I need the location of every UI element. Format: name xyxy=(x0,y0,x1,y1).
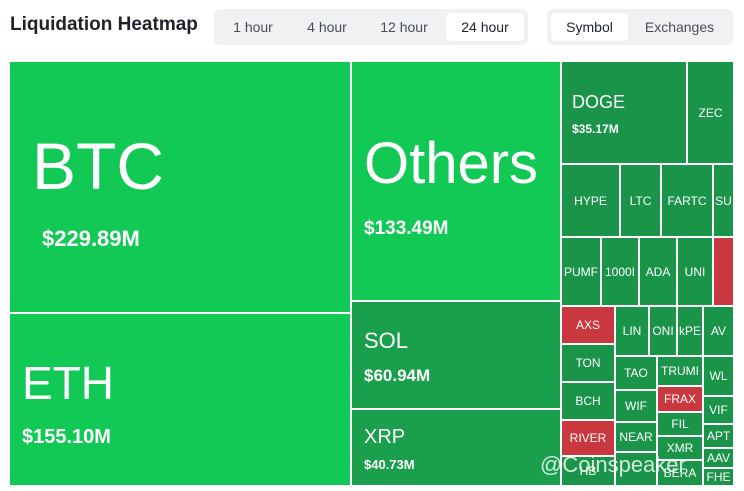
tile-label: FIL xyxy=(671,417,689,431)
heatmap-tile[interactable]: RIVER xyxy=(562,421,614,455)
watermark: @Coinspeaker xyxy=(540,452,686,477)
heatmap-tile[interactable]: FARTC xyxy=(662,165,712,236)
tile-label: UNI xyxy=(684,264,706,279)
tile-label: LIN xyxy=(622,324,642,338)
tile-value: $35.17M xyxy=(572,122,619,136)
tile-label: DOGE xyxy=(572,92,626,112)
tile-label: WIF xyxy=(625,399,647,413)
heatmap-tile[interactable]: HB xyxy=(562,457,614,485)
time-tab[interactable]: 4 hour xyxy=(307,19,347,35)
heatmap-tile[interactable]: XRP $40.73M xyxy=(352,410,560,485)
heatmap-tile[interactable]: ETH $155.10M xyxy=(10,314,350,485)
heatmap-tile[interactable]: TAO xyxy=(616,357,656,389)
heatmap-tile[interactable]: BTC $229.89M xyxy=(10,62,350,312)
heatmap-tile[interactable]: FRAX xyxy=(658,387,702,411)
heatmap-tile[interactable]: 1000I xyxy=(602,238,638,305)
tile-label: APT xyxy=(706,429,731,443)
tile-label: ZEC xyxy=(698,105,723,120)
heatmap-tile[interactable]: NEAR xyxy=(616,423,656,451)
tile-value: $229.89M xyxy=(42,226,140,251)
tile-label: ONI xyxy=(652,324,674,338)
heatmap-tile[interactable]: SOL $60.94M xyxy=(352,302,560,408)
tile-value: $40.73M xyxy=(364,457,415,472)
tile-value: $155.10M xyxy=(22,426,111,448)
heatmap-tile[interactable]: WIF xyxy=(616,391,656,421)
tile-label: WL xyxy=(709,369,728,383)
tile-label: LTC xyxy=(629,193,652,208)
heatmap-tile[interactable]: PUMF xyxy=(562,238,600,305)
tile-label: TON xyxy=(575,356,601,370)
heatmap-tile[interactable]: HYPE xyxy=(562,165,619,236)
heatmap-tile[interactable]: BCH xyxy=(562,383,614,419)
time-tabs: 1 hour 4 hour 12 hour 24 hour xyxy=(214,9,528,45)
tile-label: FRAX xyxy=(663,392,696,406)
tile-label: HYPE xyxy=(574,193,607,208)
heatmap-tile[interactable]: XMR xyxy=(658,437,702,459)
page-title: Liquidation Heatmap xyxy=(10,14,198,35)
heatmap-tile[interactable]: BERA xyxy=(658,461,702,485)
time-tab[interactable]: 12 hour xyxy=(380,19,428,35)
heatmap-tile[interactable]: WL xyxy=(704,357,733,395)
heatmap-tile[interactable] xyxy=(714,238,733,305)
tile-label: 1000I xyxy=(604,264,636,279)
tile-label: AV xyxy=(710,324,727,338)
heatmap-tile[interactable]: FHE xyxy=(704,469,733,485)
heatmap-tile[interactable]: AV xyxy=(704,307,733,355)
tile-label: SU xyxy=(715,193,732,208)
heatmap-tile[interactable]: AAV xyxy=(704,449,733,467)
tile-label: AXS xyxy=(575,318,600,332)
heatmap-tile[interactable]: LTC xyxy=(621,165,660,236)
heatmap-tile[interactable]: FIL xyxy=(658,413,702,435)
heatmap-tile[interactable]: ONI xyxy=(650,307,676,355)
heatmap-tile[interactable]: ZEC xyxy=(688,62,733,163)
tile-label: SOL xyxy=(364,328,409,353)
tile-label: FARTC xyxy=(667,193,707,208)
tile-label: kPE xyxy=(678,324,701,338)
tile-label: NEAR xyxy=(619,430,653,444)
heatmap-tile[interactable]: Others $133.49M xyxy=(352,62,560,300)
tile-label: AAV xyxy=(706,451,731,465)
tile-label: XRP xyxy=(364,426,406,448)
heatmap-tile[interactable]: TRUMI xyxy=(658,357,702,385)
view-tab[interactable]: Exchanges xyxy=(644,19,715,35)
heatmap-tile[interactable]: VIF xyxy=(704,397,733,423)
heatmap-tile[interactable] xyxy=(616,453,656,485)
tile-label: BCH xyxy=(575,394,601,408)
time-tab[interactable]: 24 hour xyxy=(446,13,524,41)
tile-label: Others xyxy=(364,131,539,196)
heatmap-tile[interactable]: ADA xyxy=(640,238,676,305)
tile-label: HB xyxy=(579,464,597,478)
tile-label: RIVER xyxy=(569,431,607,445)
heatmap-tile[interactable]: LIN xyxy=(616,307,648,355)
tile-label: FHE xyxy=(706,470,731,484)
heatmap-tile[interactable]: kPE xyxy=(678,307,702,355)
tile-value: $60.94M xyxy=(364,366,431,385)
heatmap-tile[interactable]: TON xyxy=(562,345,614,381)
heatmap-tile[interactable]: AXS xyxy=(562,307,614,343)
tile-label: ETH xyxy=(22,357,114,409)
view-tab[interactable]: Symbol xyxy=(551,13,628,41)
tile-label: ADA xyxy=(645,264,671,279)
tile-label: XMR xyxy=(666,441,694,455)
heatmap-tile[interactable]: SU xyxy=(714,165,733,236)
tile-label: BERA xyxy=(663,466,697,480)
tile-label: TRUMI xyxy=(661,364,699,378)
heatmap-tile[interactable]: APT xyxy=(704,425,733,447)
tile-label: TAO xyxy=(624,366,648,380)
tile-label: PUMF xyxy=(564,264,598,279)
tile-value: $133.49M xyxy=(364,218,449,239)
view-tabs: Symbol Exchanges xyxy=(547,9,733,45)
heatmap-tile[interactable]: DOGE $35.17M xyxy=(562,62,686,163)
tile-label: VIF xyxy=(709,403,728,417)
tile-label: BTC xyxy=(32,129,164,203)
time-tab[interactable]: 1 hour xyxy=(233,19,273,35)
heatmap-tile[interactable]: UNI xyxy=(678,238,712,305)
